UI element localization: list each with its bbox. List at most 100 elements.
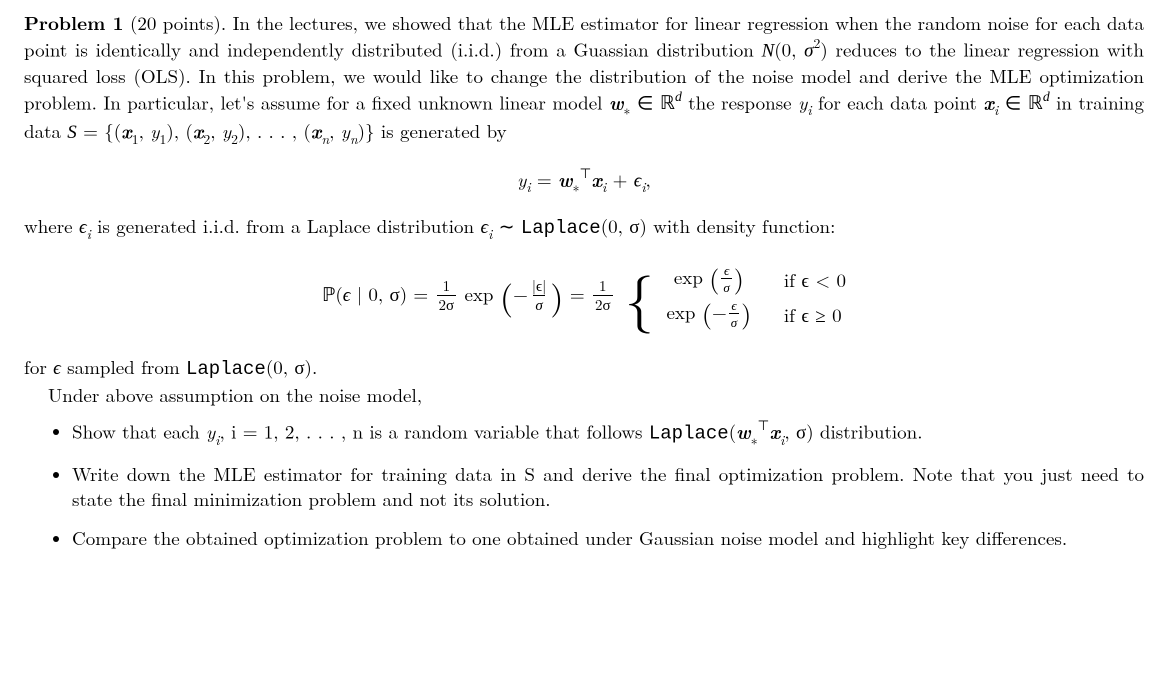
sub-i: i	[807, 100, 811, 119]
numerator: ϵ	[722, 263, 731, 278]
plus: +	[613, 165, 634, 192]
denominator: σ	[729, 313, 739, 329]
body-text: with density function:	[647, 212, 836, 239]
vec-w: w	[609, 87, 624, 115]
list-item: Write down the MLE estimator for trainin…	[72, 461, 1144, 511]
body-text: )	[820, 35, 827, 62]
numerator: ϵ	[729, 298, 738, 313]
var-y: y	[222, 117, 231, 144]
sub-2: 2	[203, 129, 210, 148]
body-text: , i = 1, 2, . . . , n is a random variab…	[219, 417, 648, 444]
var-y: y	[206, 417, 215, 444]
minus: −	[712, 298, 727, 325]
comma: ,	[139, 117, 151, 144]
sub-i: i	[641, 177, 645, 196]
vec-x: x	[121, 116, 132, 144]
in-symbol: ∈	[998, 88, 1028, 115]
list-item: Show that each y i , i = 1, 2, . . . , n i…	[72, 417, 1144, 447]
intro-paragraph: Problem 1 (20 points). In the lectures, …	[24, 10, 1144, 147]
body-text: , σ) distribution.	[784, 417, 922, 444]
sub-i: i	[488, 224, 492, 243]
case-value: exp (−ϵσ)	[660, 299, 758, 330]
frac-1-over-2sigma: 1 2σ	[593, 278, 613, 313]
body-text: )} is generated by	[358, 117, 507, 144]
body-text: the response	[682, 88, 798, 115]
for-eps-line: for ϵ sampled from Laplace(0, σ).	[24, 354, 1144, 382]
exp-fn: exp	[464, 280, 499, 307]
body-text: is generated i.i.d. from a Laplace distr…	[91, 212, 481, 239]
under-assumption-line: Under above assumption on the noise mode…	[24, 382, 1144, 407]
sup-T: ⊤	[579, 163, 591, 182]
prob-P: ℙ	[322, 285, 335, 306]
laplace-args: (0, σ)	[601, 212, 647, 239]
sub-n: n	[350, 129, 358, 148]
body-text: where	[24, 212, 79, 239]
frac-1-over-2sigma: 1 2σ	[437, 278, 457, 313]
sub-i: i	[994, 100, 998, 119]
body-text: = {(	[77, 117, 121, 144]
body-text: sampled from	[61, 353, 186, 380]
list-item: Compare the obtained optimization proble…	[72, 525, 1144, 550]
open-paren: (	[335, 280, 342, 307]
sub-i: i	[602, 177, 606, 196]
vec-w: w	[736, 416, 751, 444]
denominator: 2σ	[437, 295, 457, 313]
med-lparen: (	[702, 294, 712, 331]
in-symbol: ∈	[630, 88, 660, 115]
frac-eps-over-sigma: ϵσ	[729, 298, 739, 328]
comma: ,	[210, 117, 222, 144]
frac-abseps-over-sigma: |ϵ| σ	[530, 278, 548, 313]
vec-x: x	[769, 416, 780, 444]
big-rparen: )	[550, 271, 563, 319]
case-condition: if ϵ < 0	[784, 267, 846, 292]
sub-i: i	[87, 224, 91, 243]
reals: ℝ	[1028, 93, 1043, 114]
cases-container: exp (ϵσ) if ϵ < 0 exp (−ϵσ) if ϵ ≥ 0	[660, 262, 846, 332]
task-list: Show that each y i , i = 1, 2, . . . , n i…	[24, 417, 1144, 550]
comma: ,	[329, 117, 341, 144]
sub-n: n	[321, 129, 329, 148]
left-brace-icon: {	[625, 266, 654, 324]
sup-d: d	[1043, 89, 1050, 104]
med-rparen: )	[741, 294, 751, 331]
vec-x: x	[983, 87, 994, 115]
vec-x: x	[591, 164, 602, 192]
vec-w: w	[558, 164, 573, 192]
open-paren: (	[729, 417, 736, 444]
vec-x: x	[311, 116, 322, 144]
sub-1: 1	[159, 129, 166, 148]
equals: =	[537, 165, 558, 192]
numerator: 1	[597, 278, 609, 295]
case-row: exp (−ϵσ) if ϵ ≥ 0	[660, 297, 846, 332]
laplace-name: Laplace	[649, 422, 729, 444]
equals: =	[570, 280, 591, 307]
equation-model: yi = w∗⊤xi + ϵi,	[24, 165, 1144, 195]
var-y: y	[341, 117, 350, 144]
denominator: σ	[721, 278, 731, 294]
laplace-args: (0, σ).	[266, 353, 317, 380]
sup-2: 2	[814, 33, 821, 52]
sub-2: 2	[231, 129, 238, 148]
dots: ), . . . , (	[238, 117, 311, 144]
denominator: σ	[533, 295, 544, 313]
var-y: y	[798, 88, 807, 115]
var-eps: ϵ	[480, 212, 488, 239]
minus: −	[513, 280, 528, 307]
var-y: y	[517, 165, 526, 192]
body-text: Show that each	[72, 417, 206, 444]
med-rparen: )	[734, 259, 744, 296]
vec-x: x	[193, 116, 204, 144]
var-eps: ϵ	[79, 212, 87, 239]
numerator: 1	[441, 278, 453, 295]
set-S: S	[67, 122, 77, 143]
laplace-name: Laplace	[186, 358, 266, 380]
sub-i: i	[526, 177, 530, 196]
real-d: ℝd	[1028, 93, 1050, 114]
problem-label: Problem 1	[24, 8, 124, 36]
sub-i: i	[780, 430, 784, 449]
frac-eps-over-sigma: ϵσ	[721, 263, 731, 293]
case-condition: if ϵ ≥ 0	[784, 302, 842, 327]
exp-fn: exp	[674, 263, 709, 290]
piecewise-cases: { exp (ϵσ) if ϵ < 0 exp (−ϵσ) if ϵ ≥ 0	[621, 262, 846, 332]
reals: ℝ	[660, 93, 675, 114]
